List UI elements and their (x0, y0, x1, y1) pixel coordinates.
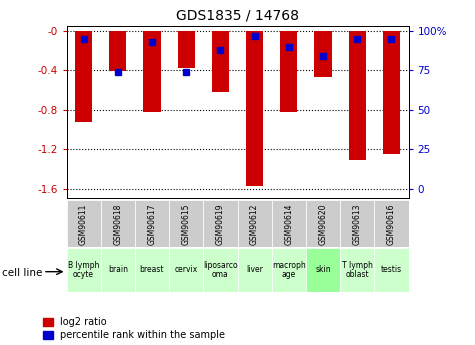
Bar (238, 248, 272, 292)
Bar (66, 248, 101, 292)
Bar (374, 200, 408, 247)
Text: macroph
age: macroph age (272, 260, 306, 279)
Text: GDS1835 / 14768: GDS1835 / 14768 (176, 9, 299, 23)
Bar (246, 31, 263, 186)
Bar (272, 248, 306, 292)
Text: GSM90619: GSM90619 (216, 204, 225, 245)
Bar (349, 31, 366, 160)
Text: GSM90616: GSM90616 (387, 204, 396, 245)
Text: GSM90614: GSM90614 (285, 204, 293, 245)
Bar (135, 248, 169, 292)
Text: GSM90611: GSM90611 (79, 204, 88, 245)
Text: cell line: cell line (2, 268, 43, 277)
Bar (101, 248, 135, 292)
Bar (340, 200, 374, 247)
Bar (203, 248, 238, 292)
Text: GSM90620: GSM90620 (319, 204, 327, 245)
Text: skin: skin (315, 265, 331, 275)
Text: GSM90613: GSM90613 (353, 204, 361, 245)
Bar (238, 200, 272, 247)
Bar (280, 31, 297, 112)
Bar (178, 31, 195, 68)
Text: GSM90615: GSM90615 (182, 204, 190, 245)
Bar (340, 248, 374, 292)
Bar (272, 200, 306, 247)
Text: GSM90618: GSM90618 (114, 204, 122, 245)
Bar (66, 200, 101, 247)
Text: B lymph
ocyte: B lymph ocyte (68, 260, 99, 279)
Legend: log2 ratio, percentile rank within the sample: log2 ratio, percentile rank within the s… (43, 317, 225, 340)
Text: breast: breast (140, 265, 164, 275)
Bar (314, 31, 332, 77)
Bar (135, 200, 169, 247)
Text: liver: liver (246, 265, 263, 275)
Bar (306, 248, 340, 292)
Text: cervix: cervix (175, 265, 198, 275)
Bar (109, 31, 126, 71)
Text: testis: testis (381, 265, 402, 275)
Bar (143, 31, 161, 112)
Bar (203, 200, 238, 247)
Bar (169, 200, 203, 247)
Bar (212, 31, 229, 92)
Bar (374, 248, 408, 292)
Bar (169, 248, 203, 292)
Bar (306, 200, 340, 247)
Text: T lymph
oblast: T lymph oblast (342, 260, 373, 279)
Text: brain: brain (108, 265, 128, 275)
Text: liposarco
oma: liposarco oma (203, 260, 238, 279)
Bar (383, 31, 400, 154)
Bar (101, 200, 135, 247)
Text: GSM90617: GSM90617 (148, 204, 156, 245)
Text: GSM90612: GSM90612 (250, 204, 259, 245)
Bar (75, 31, 92, 122)
